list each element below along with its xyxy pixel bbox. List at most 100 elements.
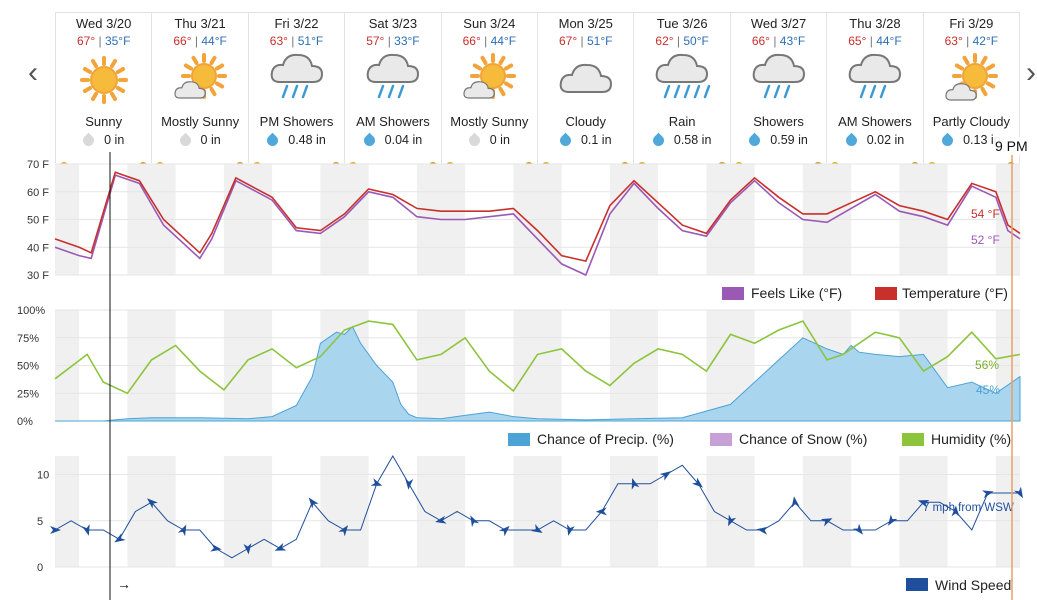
day-temps: 63° | 42°F bbox=[924, 34, 1019, 50]
temp-separator: | bbox=[676, 34, 681, 48]
wind-direction-arrow bbox=[659, 471, 672, 481]
precip-chance-area bbox=[55, 325, 1021, 422]
wind-direction-arrow bbox=[982, 490, 994, 499]
wind-direction-arrow bbox=[728, 514, 737, 527]
day-column[interactable]: Sun 3/24 66° | 44°F Mostly Sunny 0 in bbox=[442, 13, 539, 167]
night-band bbox=[344, 456, 369, 567]
night-band bbox=[899, 456, 924, 567]
legend-snow: Chance of Snow (%) bbox=[739, 431, 867, 447]
wind-direction-arrow bbox=[274, 542, 287, 551]
wind-direction-arrow bbox=[951, 505, 960, 517]
legend-swatch-snow bbox=[710, 433, 732, 446]
night-band bbox=[609, 456, 634, 567]
high-temp: 66° bbox=[751, 34, 770, 48]
precip-amount: 0 in bbox=[152, 132, 247, 148]
y-tick-label: 5 bbox=[37, 516, 43, 528]
night-band bbox=[441, 456, 466, 567]
condition-label: Showers bbox=[753, 114, 804, 129]
precip-amount: 0.59 in bbox=[731, 132, 826, 148]
precip-value: 0.13 in bbox=[963, 133, 1001, 147]
condition-label: Mostly Sunny bbox=[450, 114, 529, 129]
humidity-readout: 56% bbox=[975, 358, 999, 372]
low-temp: 35°F bbox=[104, 34, 131, 48]
legend-swatch-humidity bbox=[902, 433, 924, 446]
y-tick-label: 0 bbox=[37, 562, 43, 574]
temp-separator: | bbox=[484, 34, 488, 48]
legend-swatch-precip bbox=[508, 433, 530, 446]
time-label-bg bbox=[994, 137, 1034, 155]
condition-label: Rain bbox=[668, 114, 696, 129]
wind-direction-arrow bbox=[791, 496, 800, 508]
previous-button[interactable]: ‹ bbox=[28, 56, 38, 89]
y-tick-label: 0% bbox=[17, 416, 33, 428]
precip-value: 0.04 in bbox=[384, 133, 423, 147]
wind-direction-arrow bbox=[631, 478, 640, 490]
wind-direction-arrow bbox=[435, 515, 447, 524]
mostly-sunny-icon bbox=[152, 50, 247, 110]
day-name: Wed 3/27 bbox=[750, 16, 807, 31]
wind-direction-arrow bbox=[531, 524, 543, 533]
day-column[interactable]: Wed 3/27 66° | 43°F Showers 0.59 in bbox=[731, 13, 828, 167]
wind-direction-arrow bbox=[147, 498, 158, 509]
day-column[interactable]: Fri 3/22 63° | 51°F PM Showers 0.48 in bbox=[249, 13, 346, 167]
night-band bbox=[513, 456, 538, 567]
day-temps: 66° | 44°F bbox=[442, 34, 537, 50]
precip-amount: 0.1 in bbox=[538, 132, 633, 148]
day-temps: 67° | 51°F bbox=[538, 34, 633, 50]
cursor-arrow-icon: → bbox=[117, 576, 131, 592]
low-temp: 50°F bbox=[683, 34, 709, 48]
night-band bbox=[827, 456, 852, 567]
y-tick-label: 70 F bbox=[27, 159, 49, 171]
wind-direction-arrow bbox=[887, 514, 898, 526]
day-column[interactable]: Thu 3/28 65° | 44°F AM Showers 0.02 in bbox=[827, 13, 924, 167]
wind-direction-arrow bbox=[498, 525, 510, 537]
precip-amount: 0.04 in bbox=[345, 132, 440, 148]
day-temps: 62° | 50°F bbox=[634, 34, 729, 50]
day-name: Wed 3/20 bbox=[75, 16, 132, 31]
wind-direction-arrow bbox=[691, 477, 703, 488]
high-temp: 67° bbox=[76, 34, 96, 48]
current-time-label: 9 PM bbox=[995, 138, 1028, 154]
day-column[interactable]: Thu 3/21 66° | 44°F Mostly Sunny 0 in bbox=[152, 13, 249, 167]
legend-wind-speed: Wind Speed bbox=[935, 577, 1011, 593]
wind-direction-arrow bbox=[566, 524, 575, 536]
condition-label: AM Showers bbox=[838, 114, 912, 129]
condition-label: Cloudy bbox=[565, 114, 606, 129]
wind-direction-arrow bbox=[756, 526, 769, 535]
day-column[interactable]: Fri 3/29 63° | 42°F Partly Cloudy 0.13 i… bbox=[924, 13, 1021, 167]
day-name: Fri 3/29 bbox=[949, 16, 994, 31]
day-column[interactable]: Wed 3/20 67° | 35°F Sunny 0 in bbox=[55, 13, 153, 167]
day-temps: 66° | 44°F bbox=[152, 34, 247, 50]
high-temp: 66° bbox=[462, 34, 481, 48]
temp-separator: | bbox=[98, 34, 102, 48]
day-name: Thu 3/21 bbox=[174, 16, 226, 31]
showers-icon bbox=[827, 50, 922, 110]
night-band bbox=[730, 456, 755, 567]
temperature-line bbox=[54, 171, 1021, 263]
night-band bbox=[151, 456, 176, 567]
legend-temperature: Temperature (°F) bbox=[902, 285, 1008, 301]
mostly-sunny-icon bbox=[442, 50, 537, 110]
low-temp: 44°F bbox=[490, 34, 517, 48]
day-temps: 65° | 44°F bbox=[827, 34, 922, 50]
condition-label: Sunny bbox=[85, 114, 123, 129]
day-temps: 57° | 33°F bbox=[345, 34, 440, 50]
wind-direction-arrow bbox=[370, 478, 383, 486]
y-tick-label: 30 F bbox=[27, 270, 49, 282]
wind-direction-arrow bbox=[852, 523, 864, 535]
wind-direction-arrow bbox=[210, 543, 222, 552]
precip-value: 0 in bbox=[104, 133, 125, 147]
humidity-line bbox=[54, 320, 1021, 395]
wind-direction-arrow bbox=[595, 507, 607, 516]
night-band bbox=[416, 456, 441, 567]
next-button[interactable]: › bbox=[1026, 56, 1036, 89]
low-temp: 44°F bbox=[876, 34, 902, 48]
night-band bbox=[55, 456, 80, 567]
low-temp: 33°F bbox=[394, 34, 420, 48]
wind-direction-arrow bbox=[50, 526, 61, 534]
temp-separator: | bbox=[966, 34, 970, 48]
wind-direction-arrow bbox=[820, 518, 833, 527]
condition-label: PM Showers bbox=[259, 114, 334, 129]
low-temp: 42°F bbox=[972, 34, 999, 48]
temp-separator: | bbox=[387, 34, 391, 48]
